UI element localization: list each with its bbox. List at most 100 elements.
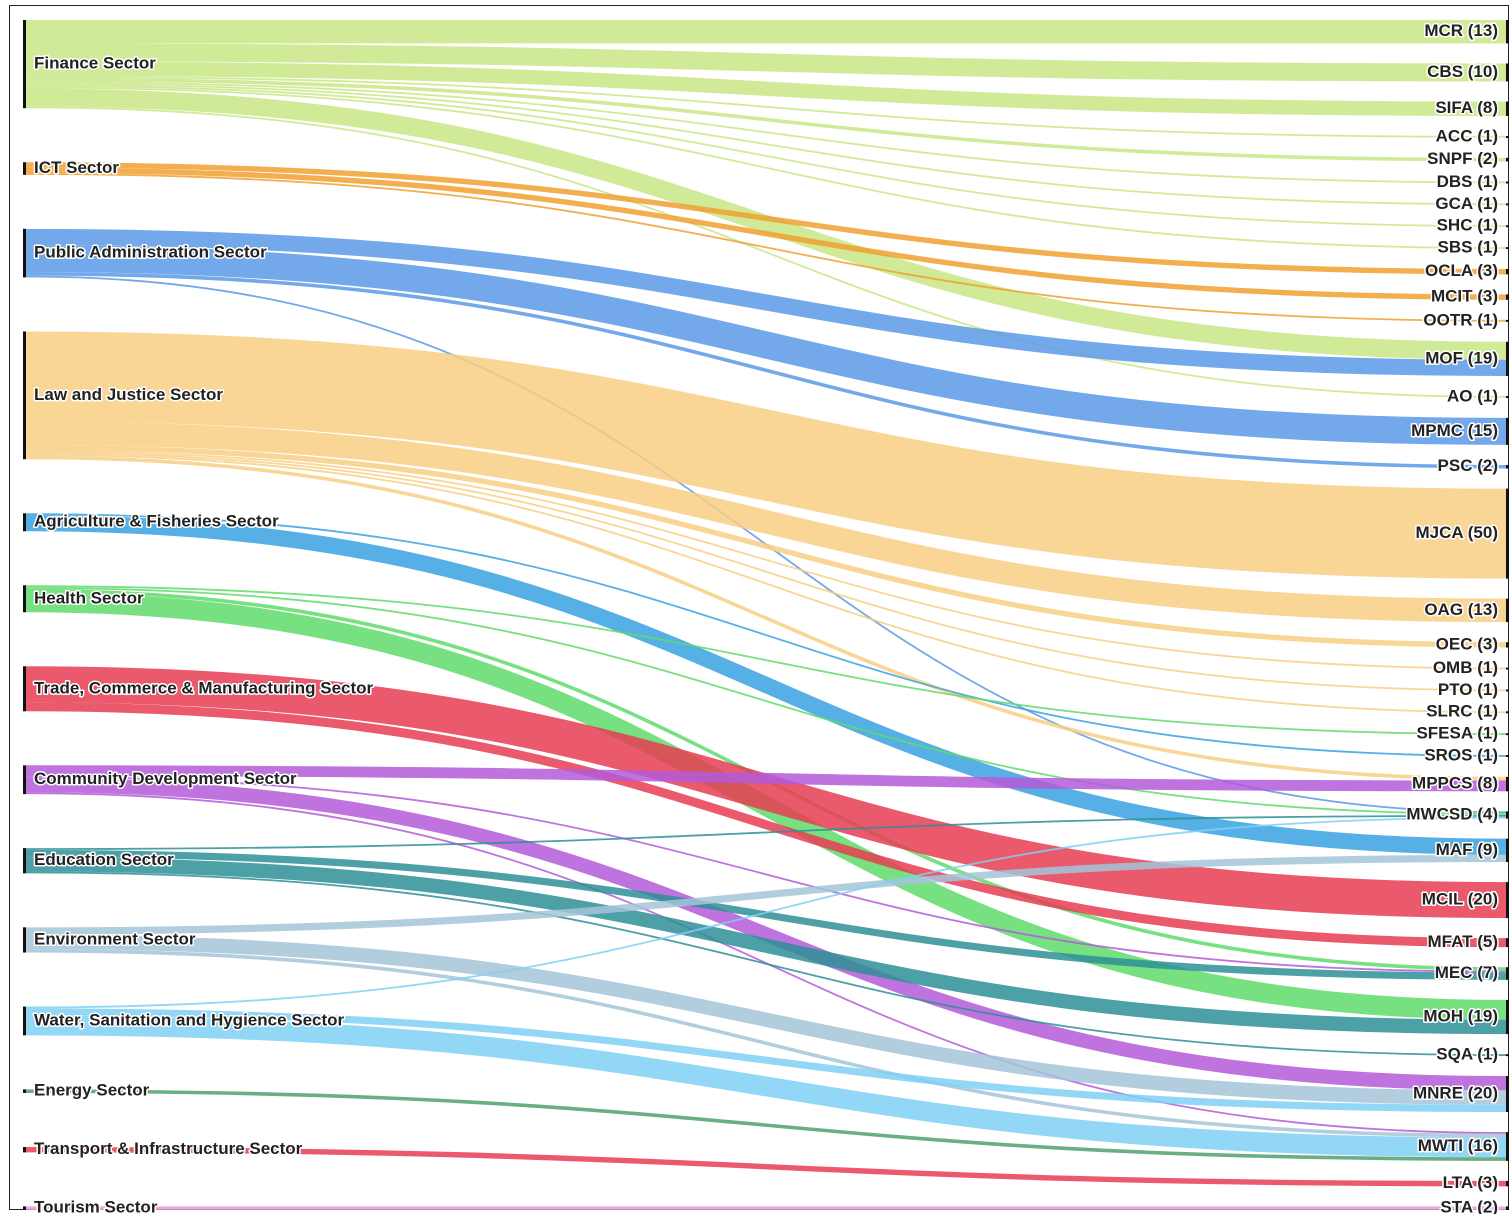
- sankey-link-education-moh: [25, 857, 1507, 1035]
- target-node-bar-lta: [1506, 1180, 1509, 1187]
- target-label-psc: PSC (2): [1438, 456, 1498, 475]
- sankey-link-law-omb: [25, 450, 1507, 670]
- source-node-bar-finance: [23, 20, 26, 109]
- sankey-link-law-oag: [25, 421, 1507, 623]
- target-label-mnre: MNRE (20): [1413, 1083, 1498, 1102]
- target-node-bar-sifa: [1506, 101, 1509, 116]
- target-label-gca: GCA (1): [1435, 194, 1498, 213]
- target-label-mwti: MWTI (16): [1418, 1136, 1498, 1155]
- sankey-links: [25, 19, 1507, 1211]
- sankey-link-finance-sifa: [25, 61, 1507, 116]
- target-label-mcil: MCIL (20): [1422, 890, 1498, 909]
- target-label-sros: SROS (1): [1424, 745, 1498, 764]
- target-node-bar-psc: [1506, 464, 1509, 469]
- source-label-tourism: Tourism Sector: [34, 1198, 158, 1214]
- sankey-link-transport-lta: [25, 1146, 1507, 1187]
- target-label-ocla: OCLA (3): [1425, 261, 1498, 280]
- sankey-link-education-mwcsd: [25, 814, 1507, 850]
- sankey-labels: Finance Sector ICT Sector Public Administr…: [33, 20, 1500, 1214]
- target-label-cbs: CBS (10): [1427, 62, 1498, 81]
- target-node-bar-mwcsd: [1506, 811, 1509, 819]
- target-node-bar-acc: [1506, 135, 1509, 138]
- target-node-bar-snpf: [1506, 157, 1509, 162]
- sankey-link-finance-acc: [25, 75, 1507, 138]
- target-node-bar-maf: [1506, 838, 1509, 863]
- sankey-link-water-mwti: [25, 1015, 1507, 1158]
- target-node-bar-dbs: [1506, 181, 1509, 184]
- source-node-bar-environment: [23, 927, 26, 953]
- target-node-bar-mpmc: [1506, 417, 1509, 445]
- target-label-mfat: MFAT (5): [1427, 932, 1498, 951]
- source-label-energy: Energy Sector: [34, 1081, 150, 1100]
- sankey-link-community-mppcs: [25, 765, 1507, 792]
- target-label-sqa: SQA (1): [1436, 1045, 1498, 1064]
- sankey-link-finance-cbs: [25, 43, 1507, 82]
- target-label-lta: LTA (3): [1443, 1173, 1498, 1192]
- source-label-water: Water, Sanitation and Hygience Sector: [34, 1010, 345, 1029]
- sankey-link-law-mjca: [25, 331, 1507, 579]
- target-label-acc: ACC (1): [1436, 126, 1498, 145]
- sankey-link-agri-maf: [25, 515, 1507, 855]
- target-label-shc: SHC (1): [1437, 216, 1498, 235]
- source-label-agri: Agriculture & Fisheries Sector: [34, 512, 279, 531]
- source-node-bar-health: [23, 585, 26, 613]
- target-node-bar-mcil: [1506, 882, 1509, 919]
- target-label-mppcs: MPPCS (8): [1412, 774, 1498, 793]
- target-label-maf: MAF (9): [1436, 840, 1498, 859]
- source-label-community: Community Development Sector: [34, 769, 297, 788]
- source-label-education: Education Sector: [34, 850, 174, 869]
- sankey-link-finance-gca: [25, 83, 1507, 206]
- target-label-snpf: SNPF (2): [1427, 149, 1498, 168]
- source-node-bar-community: [23, 765, 26, 795]
- sankey-link-finance-snpf: [25, 77, 1507, 162]
- target-node-bar-mwti: [1506, 1132, 1509, 1161]
- target-node-bar-mppcs: [1506, 776, 1509, 792]
- sankey-link-education-sqa: [25, 871, 1507, 1056]
- sankey-link-finance-dbs: [25, 81, 1507, 184]
- target-node-bar-mnre: [1506, 1076, 1509, 1113]
- source-node-bar-education: [23, 848, 26, 874]
- target-label-sfesa: SFESA (1): [1416, 724, 1498, 743]
- target-node-bar-mcr: [1506, 20, 1509, 44]
- target-label-mjca: MJCA (50): [1416, 523, 1499, 542]
- target-node-bar-omb: [1506, 667, 1509, 670]
- target-label-ootr: OOTR (1): [1423, 310, 1498, 329]
- target-node-bar-sbs: [1506, 247, 1509, 250]
- target-label-mwcsd: MWCSD (4): [1406, 804, 1498, 823]
- target-node-bar-sta: [1506, 1206, 1509, 1210]
- target-node-bar-mfat: [1506, 938, 1509, 948]
- source-node-bar-law: [23, 331, 26, 460]
- target-node-bar-mjca: [1506, 488, 1509, 579]
- sankey-link-law-pto: [25, 452, 1507, 692]
- sankey-link-community-mnre: [25, 777, 1507, 1091]
- source-node-bar-water: [23, 1006, 26, 1036]
- sankey-link-law-slrc: [25, 453, 1507, 714]
- sankey-link-environment-mnre: [25, 934, 1507, 1105]
- source-label-environment: Environment Sector: [34, 929, 196, 948]
- target-label-mec: MEC (7): [1435, 963, 1498, 982]
- target-node-bar-slrc: [1506, 711, 1509, 714]
- sankey-link-finance-shc: [25, 84, 1507, 228]
- target-node-bar-sfesa: [1506, 733, 1509, 736]
- target-node-bar-mcit: [1506, 294, 1509, 300]
- sankey-link-ict-ocla: [25, 162, 1507, 275]
- target-label-mof: MOF (19): [1425, 348, 1498, 367]
- target-label-oag: OAG (13): [1424, 600, 1498, 619]
- sankey-link-ict-ootr: [25, 173, 1507, 322]
- target-node-bar-cbs: [1506, 63, 1509, 82]
- target-label-mcr: MCR (13): [1424, 21, 1498, 40]
- source-node-bar-tourism: [23, 1206, 26, 1210]
- target-node-bar-ocla: [1506, 268, 1509, 275]
- sankey-link-public-mpmc: [25, 245, 1507, 445]
- target-node-bar-moh: [1506, 999, 1509, 1035]
- sankey-link-finance-ao: [25, 106, 1507, 398]
- target-label-slrc: SLRC (1): [1426, 702, 1498, 721]
- sankey-link-trade-mfat: [25, 702, 1507, 948]
- sankey-link-community-mec: [25, 776, 1507, 973]
- target-node-bar-sqa: [1506, 1054, 1509, 1057]
- sankey-link-water-mnre: [25, 1008, 1507, 1113]
- source-label-law: Law and Justice Sector: [34, 385, 223, 404]
- sankey-link-water-mwcsd: [25, 816, 1507, 1009]
- source-node-bar-transport: [23, 1146, 26, 1153]
- sankey-link-health-mwcsd: [25, 587, 1507, 815]
